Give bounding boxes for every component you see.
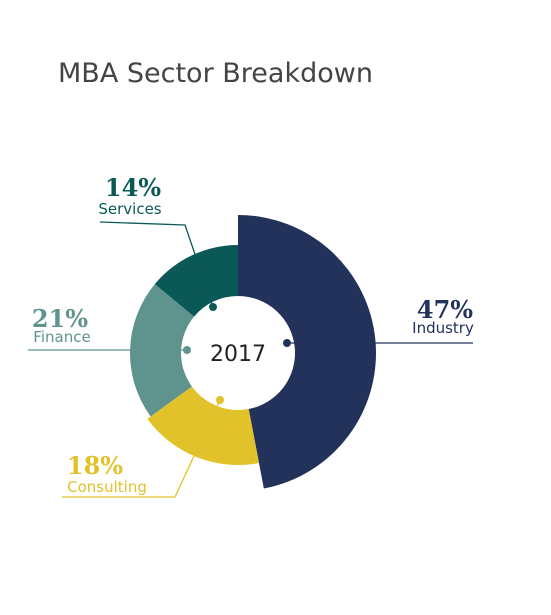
category-label: Industry — [412, 319, 474, 337]
sector — [147, 386, 259, 465]
category-label: Services — [98, 200, 161, 218]
leader-dot — [183, 346, 191, 354]
leader-line — [99, 221, 214, 308]
leader-line — [62, 399, 221, 498]
value-label: 47% — [417, 295, 473, 324]
value-label: 21% — [32, 304, 88, 333]
category-label: Consulting — [67, 478, 147, 496]
sector — [238, 215, 376, 489]
chart-title: MBA Sector Breakdown — [58, 58, 373, 89]
value-label: 18% — [67, 451, 123, 480]
value-label: 14% — [105, 173, 161, 202]
category-label: Finance — [33, 328, 90, 346]
leader-dot — [283, 339, 291, 347]
leader-dot — [209, 303, 217, 311]
center-label: 2017 — [210, 342, 266, 367]
sector — [154, 245, 238, 317]
leader-dot — [216, 396, 224, 404]
